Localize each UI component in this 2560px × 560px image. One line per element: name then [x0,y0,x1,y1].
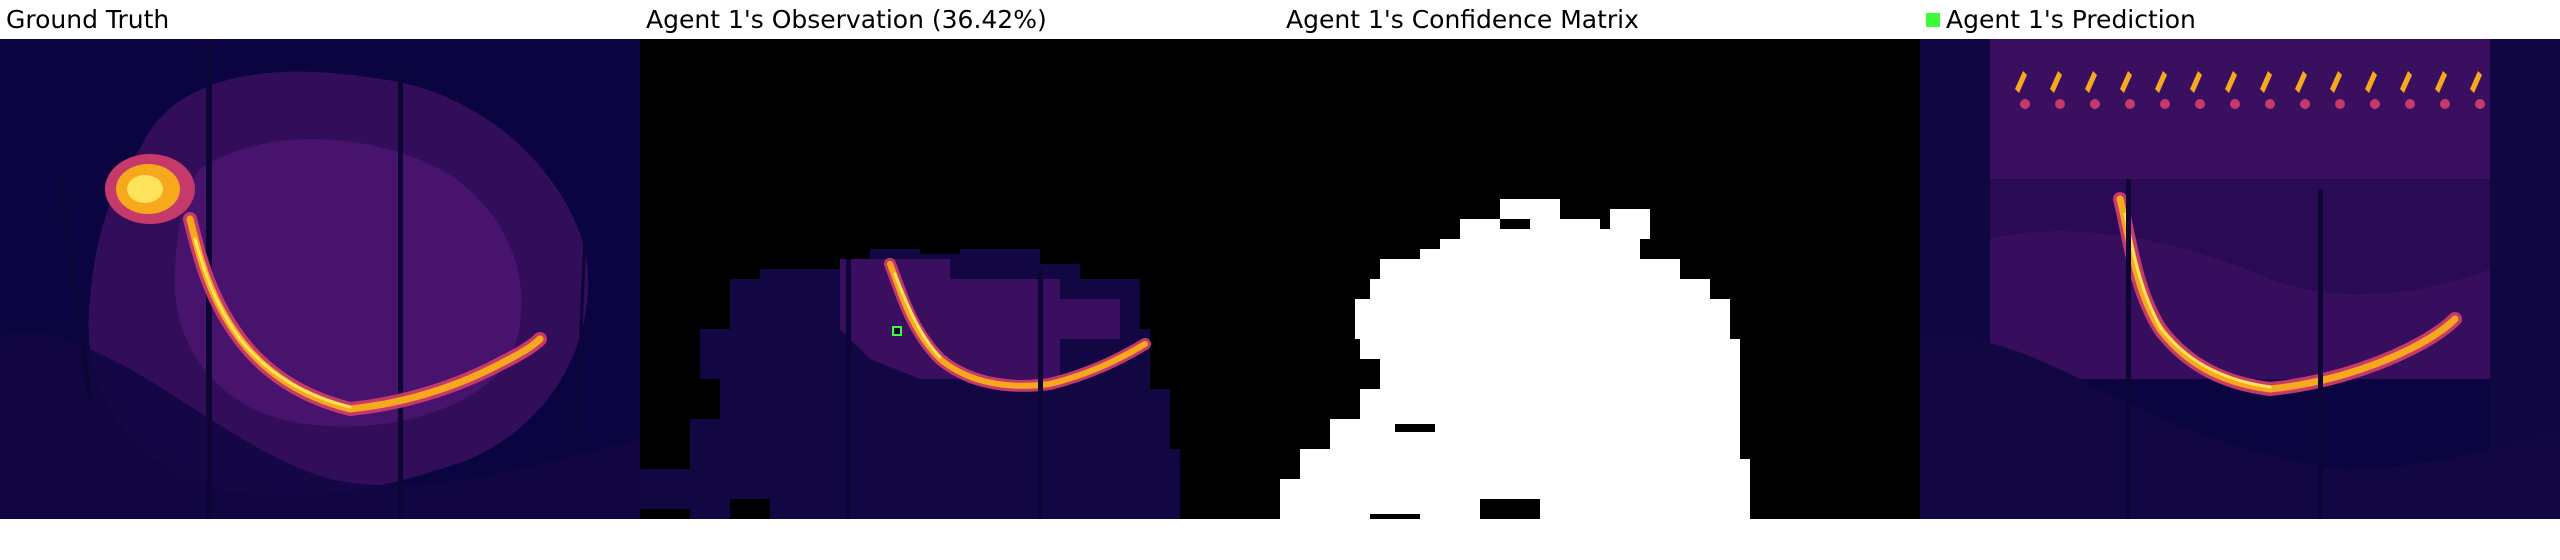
observation-heatmap-image [640,39,1280,519]
agent-marker-icon [892,326,902,336]
prediction-heatmap-image [1920,39,2560,519]
panel-confidence: Agent 1's Confidence Matrix [1280,0,1920,560]
panel-title: Ground Truth [6,4,169,35]
confidence-matrix-image [1280,39,1920,519]
prediction-heatmap [1920,39,2560,519]
panel-observation: Agent 1's Observation (36.42%) [640,0,1280,560]
panel-ground-truth: Ground Truth [0,0,640,560]
ground-truth-heatmap [0,39,640,519]
panel-title: Agent 1's Confidence Matrix [1286,4,1639,35]
panel-title: Agent 1's Prediction [1926,4,2196,35]
panel-prediction: Agent 1's Prediction [1920,0,2560,560]
observation-heatmap [640,39,1280,519]
observation-title: Agent 1's Observation (36.42%) [646,5,1047,34]
panel-title: Agent 1's Observation (36.42%) [646,4,1047,35]
confidence-title: Agent 1's Confidence Matrix [1286,5,1639,34]
confidence-matrix [1280,39,1920,519]
prediction-title: Agent 1's Prediction [1946,5,2196,34]
ground-truth-heatmap-image [0,39,640,519]
green-square-icon [1926,13,1940,27]
ground-truth-title: Ground Truth [6,5,170,34]
